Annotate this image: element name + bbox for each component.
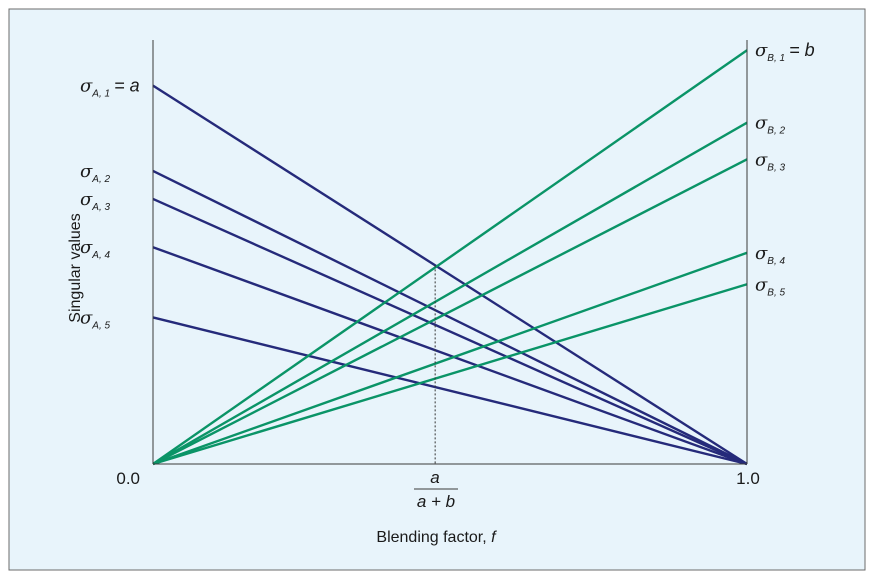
series-b-label-5: σB, 5 xyxy=(755,274,786,298)
series-b-line-5 xyxy=(152,283,748,466)
series-b-label-sigma-1: σ xyxy=(755,40,768,61)
series-a-label-2: σA, 2 xyxy=(80,161,111,185)
figure-frame xyxy=(8,8,866,571)
series-b-label-3: σB, 3 xyxy=(755,149,786,173)
y-axis-title: Singular values xyxy=(67,213,84,322)
series-a-label-subscript-5: A, 5 xyxy=(91,320,110,331)
x-tick-left: 0.0 xyxy=(116,469,140,488)
series-a-label-4: σA, 4 xyxy=(80,237,111,261)
series-a-line-5 xyxy=(152,316,748,466)
series-b-label-subscript-4: B, 4 xyxy=(767,256,785,267)
series-a-line-4 xyxy=(152,246,748,466)
series-a-line-1 xyxy=(152,84,748,466)
series-b-label-sigma-5: σ xyxy=(755,274,768,295)
series-b-label-subscript-5: B, 5 xyxy=(767,287,785,298)
series-a-label-3: σA, 3 xyxy=(80,189,111,213)
series-a-label-5: σA, 5 xyxy=(80,307,111,331)
series-b-line-1 xyxy=(152,49,748,465)
series-b-label-equation-1: = b xyxy=(789,40,815,60)
series-b-label-subscript-2: B, 2 xyxy=(767,126,785,137)
series-b-label-4: σB, 4 xyxy=(755,243,786,267)
series-b-label-1: σB, 1 = b xyxy=(755,40,815,64)
series-a-lines xyxy=(152,84,748,466)
series-b-line-2 xyxy=(152,121,748,466)
series-b-line-3 xyxy=(152,158,748,466)
series-a-label-subscript-1: A, 1 xyxy=(91,89,110,100)
series-a-label-sigma-3: σ xyxy=(80,189,93,210)
x-axis-title: Blending factor, f xyxy=(376,529,497,546)
series-a-line-3 xyxy=(152,197,748,466)
series-a-label-subscript-2: A, 2 xyxy=(91,174,110,185)
series-a-line-2 xyxy=(152,169,748,466)
x-axis-title-text: Blending factor, xyxy=(376,529,491,546)
series-b-label-sigma-4: σ xyxy=(755,243,768,264)
series-a-label-1: σA, 1 = a xyxy=(80,76,140,100)
series-a-label-equation-1: = a xyxy=(114,76,140,96)
series-b-label-subscript-3: B, 3 xyxy=(767,162,785,173)
series-b-label-sigma-2: σ xyxy=(755,113,768,134)
fraction-denominator: a + b xyxy=(417,492,455,511)
series-a-label-sigma-5: σ xyxy=(80,307,93,328)
series-b-line-4 xyxy=(152,251,748,466)
series-b-label-subscript-1: B, 1 xyxy=(767,53,785,64)
series-b-labels: σB, 1 = bσB, 2σB, 3σB, 4σB, 5 xyxy=(755,40,815,298)
series-b-label-2: σB, 2 xyxy=(755,113,786,137)
series-a-label-subscript-3: A, 3 xyxy=(91,202,110,213)
series-a-label-subscript-4: A, 4 xyxy=(91,250,110,261)
series-a-label-sigma-1: σ xyxy=(80,76,93,97)
x-axis-title-variable: f xyxy=(491,529,497,546)
x-tick-right: 1.0 xyxy=(736,469,760,488)
series-a-label-sigma-4: σ xyxy=(80,237,93,258)
series-b-label-sigma-3: σ xyxy=(755,149,768,170)
series-a-labels: σA, 1 = aσA, 2σA, 3σA, 4σA, 5 xyxy=(80,76,140,332)
series-a-label-sigma-2: σ xyxy=(80,161,93,182)
fraction-numerator: a xyxy=(430,468,439,487)
series-b-lines xyxy=(152,49,748,466)
